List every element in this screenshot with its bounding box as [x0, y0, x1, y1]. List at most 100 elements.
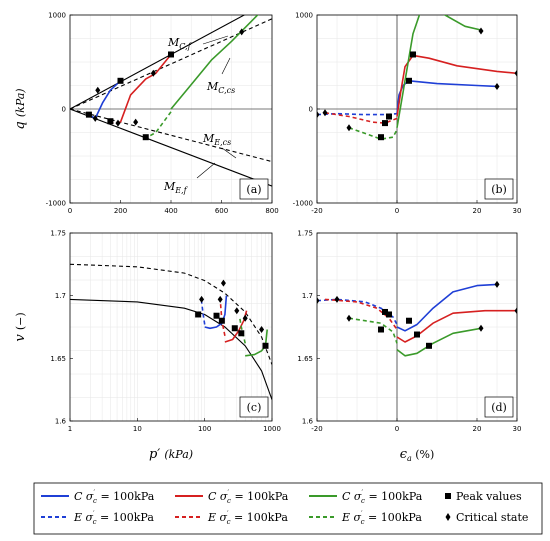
peak-marker [168, 51, 174, 58]
series-line [396, 283, 498, 332]
critical-marker [199, 295, 205, 303]
annotation-leader [202, 35, 229, 45]
series-line [119, 53, 172, 123]
y-tick-label: 1.65 [50, 355, 66, 363]
line-annotation: ME,cs [202, 132, 231, 147]
series-line [324, 298, 398, 330]
reference-line [70, 108, 272, 187]
y-tick-label: 1.6 [55, 418, 67, 426]
axis-labels: q (kPa) v (−) p′ (kPa) ϵa (%) [13, 88, 434, 463]
x-tick-label: 100 [198, 425, 211, 433]
plot-area [70, 3, 272, 187]
plot-area [317, 15, 517, 141]
grid [317, 233, 517, 421]
peak-marker [261, 3, 267, 9]
critical-marker [150, 69, 156, 77]
legend: C σ′ c = 100kPa C σ′ c = 100kPa C σ′ c = 100k… [33, 482, 543, 535]
plot-area [70, 263, 272, 400]
x-tick-label: -20 [311, 207, 322, 215]
legend-entry: E σ′ c = 100kPa [73, 510, 154, 526]
panel-label: (c) [247, 401, 262, 414]
x-tick-label: 200 [114, 207, 127, 215]
x-tick-label: 20 [473, 425, 482, 433]
series-line [396, 309, 517, 343]
critical-marker [220, 279, 226, 287]
plot-frame [316, 232, 518, 422]
panel-label: (a) [246, 183, 261, 196]
critical-marker [217, 295, 223, 303]
critical-marker [234, 307, 240, 315]
reference-line [70, 298, 272, 400]
x-tick-label: 1 [68, 425, 72, 433]
peak-marker [378, 134, 384, 141]
line-annotation: ME,f [163, 180, 189, 195]
series-line [204, 295, 228, 330]
peak-marker [85, 111, 92, 118]
legend-marker-label: Peak values [456, 490, 522, 503]
critical-marker [346, 124, 352, 132]
annotation-leader [221, 147, 237, 159]
series-line [348, 317, 398, 344]
peak-marker [195, 311, 202, 318]
peak-marker [382, 120, 388, 127]
x-tick-label: 800 [265, 207, 278, 215]
peak-marker [231, 325, 238, 332]
peak-marker [117, 77, 124, 84]
legend-box [33, 482, 543, 535]
legend-entry: C σ′ c = 100kPa [208, 489, 289, 505]
y-axis-label-v: v (−) [13, 312, 28, 341]
y-tick-label: -1000 [293, 200, 313, 208]
x-tick-label: 30 [513, 207, 522, 215]
annotation-leader [221, 57, 231, 75]
legend-peak-marker [445, 493, 451, 499]
x-axis-label-eps: ϵa (%) [400, 447, 435, 463]
critical-marker [259, 326, 265, 334]
peak-marker [406, 317, 412, 324]
series-line [238, 316, 246, 344]
critical-marker [95, 86, 101, 94]
critical-marker [317, 111, 320, 119]
peak-marker [107, 118, 114, 125]
plot-area [317, 280, 517, 357]
critical-marker [133, 118, 139, 126]
critical-marker [92, 114, 98, 122]
peak-marker [406, 77, 412, 84]
critical-marker [478, 324, 484, 332]
critical-marker [346, 314, 352, 322]
y-tick-label: 0 [62, 106, 66, 114]
plot-frame [69, 232, 273, 422]
annotation-leader [196, 162, 216, 179]
reference-line [70, 263, 272, 365]
critical-marker [514, 69, 517, 77]
x-tick-label: 1000 [263, 425, 281, 433]
line-annotation: MC,f [167, 36, 193, 51]
panel-label: (d) [491, 401, 507, 414]
critical-marker [317, 297, 320, 305]
y-tick-label: 1.75 [50, 230, 66, 238]
line-annotations: MC,f MC,cs ME,cs ME,f [163, 35, 237, 195]
series-line [145, 111, 172, 139]
series-line [324, 112, 398, 124]
peak-marker [410, 51, 416, 58]
critical-marker [478, 27, 484, 35]
panel-label-box [239, 178, 269, 200]
peak-marker [218, 317, 225, 324]
critical-marker [334, 295, 340, 303]
peak-marker [386, 311, 392, 318]
peak-marker [378, 326, 384, 333]
x-tick-label: 0 [395, 207, 399, 215]
y-tick-label: 1.6 [302, 418, 314, 426]
legend-critical-marker [445, 513, 451, 521]
series-line [396, 15, 482, 128]
legend-entry: E σ′ c = 100kPa [341, 510, 422, 526]
critical-marker [494, 82, 500, 90]
y-tick-label: 1000 [48, 12, 66, 20]
peak-marker [386, 113, 392, 120]
peak-marker [426, 342, 432, 349]
x-tick-label: 600 [215, 207, 228, 215]
y-axis-label-q: q (kPa) [13, 88, 28, 129]
legend-entry: E σ′ c = 100kPa [207, 510, 288, 526]
critical-marker [322, 109, 328, 117]
series-line [396, 54, 517, 117]
